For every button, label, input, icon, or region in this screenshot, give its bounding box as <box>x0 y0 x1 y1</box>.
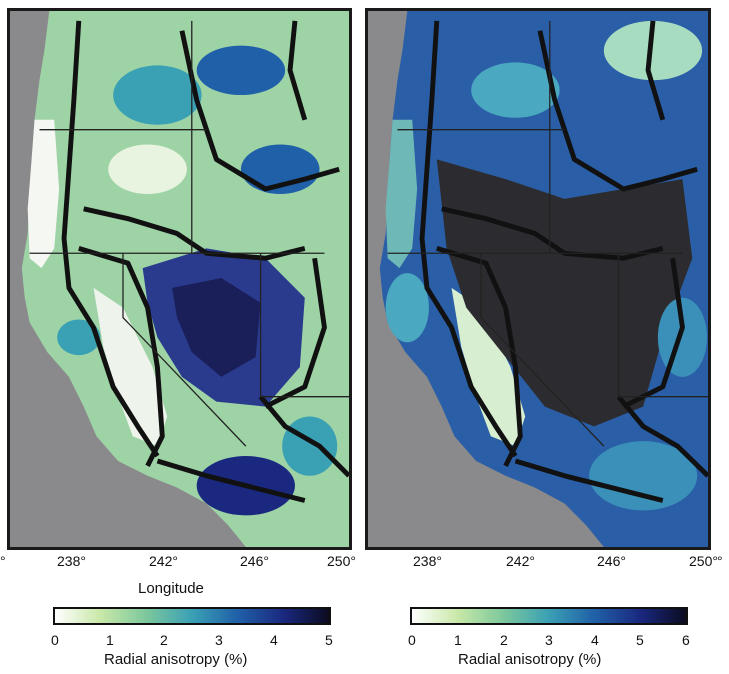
left-colorbar <box>53 607 331 625</box>
state-lines <box>29 20 349 447</box>
right-cb-tick-4: 4 <box>591 632 599 648</box>
right-x-tick-250: 250° <box>689 553 718 569</box>
anomaly-north-2 <box>196 45 286 96</box>
left-colorbar-label: Radial anisotropy (%) <box>104 651 248 668</box>
interior-high-anisotropy <box>436 159 693 427</box>
right-x-tick-238: 238° <box>413 553 442 569</box>
left-x-tick-238: 238° <box>57 553 86 569</box>
right-x-tick-246: 246° <box>597 553 626 569</box>
left-cb-tick-5: 5 <box>325 632 333 648</box>
right-cb-tick-5: 5 <box>636 632 644 648</box>
right-cb-tick-2: 2 <box>500 632 508 648</box>
anomaly-north-1 <box>113 65 202 125</box>
left-x-tick-246: 246° <box>240 553 269 569</box>
left-cb-tick-4: 4 <box>270 632 278 648</box>
left-x-edge-label: ° <box>0 553 6 569</box>
right-anisotropy-map <box>365 8 711 550</box>
right-cb-tick-1: 1 <box>454 632 462 648</box>
central-valley-zone <box>93 287 168 447</box>
anomaly-north-1 <box>471 62 560 118</box>
state-lines <box>387 20 708 447</box>
right-colorbar <box>410 607 688 625</box>
right-cb-tick-3: 3 <box>545 632 553 648</box>
left-cb-tick-2: 2 <box>160 632 168 648</box>
right-cb-tick-6: 6 <box>682 632 690 648</box>
left-x-axis-title: Longitude <box>138 580 204 597</box>
left-x-tick-242: 242° <box>149 553 178 569</box>
left-x-tick-250: 250° <box>327 553 356 569</box>
left-cb-tick-1: 1 <box>106 632 114 648</box>
right-x-tick-242: 242° <box>506 553 535 569</box>
right-cb-tick-0: 0 <box>408 632 416 648</box>
right-map-svg <box>368 11 708 547</box>
anomaly-east <box>282 416 338 476</box>
left-cb-tick-0: 0 <box>51 632 59 648</box>
plateau-green <box>108 144 187 194</box>
right-colorbar-label: Radial anisotropy (%) <box>458 651 602 668</box>
right-x-edge-label: ° <box>717 553 723 569</box>
left-cb-tick-3: 3 <box>215 632 223 648</box>
left-map-svg <box>10 11 349 547</box>
province-boundaries <box>61 20 349 503</box>
anomaly-west <box>385 273 429 343</box>
anomaly-north-2 <box>603 20 703 81</box>
coastal-low-zone <box>27 119 60 269</box>
coastal-low-zone <box>385 119 418 269</box>
great-basin-core <box>172 278 261 377</box>
anomaly-south-2 <box>57 319 101 356</box>
anomaly-south <box>589 441 698 511</box>
province-boundaries <box>419 20 708 503</box>
central-valley-zone <box>451 287 526 447</box>
anomaly-east <box>657 297 708 377</box>
left-anisotropy-map <box>7 8 352 550</box>
